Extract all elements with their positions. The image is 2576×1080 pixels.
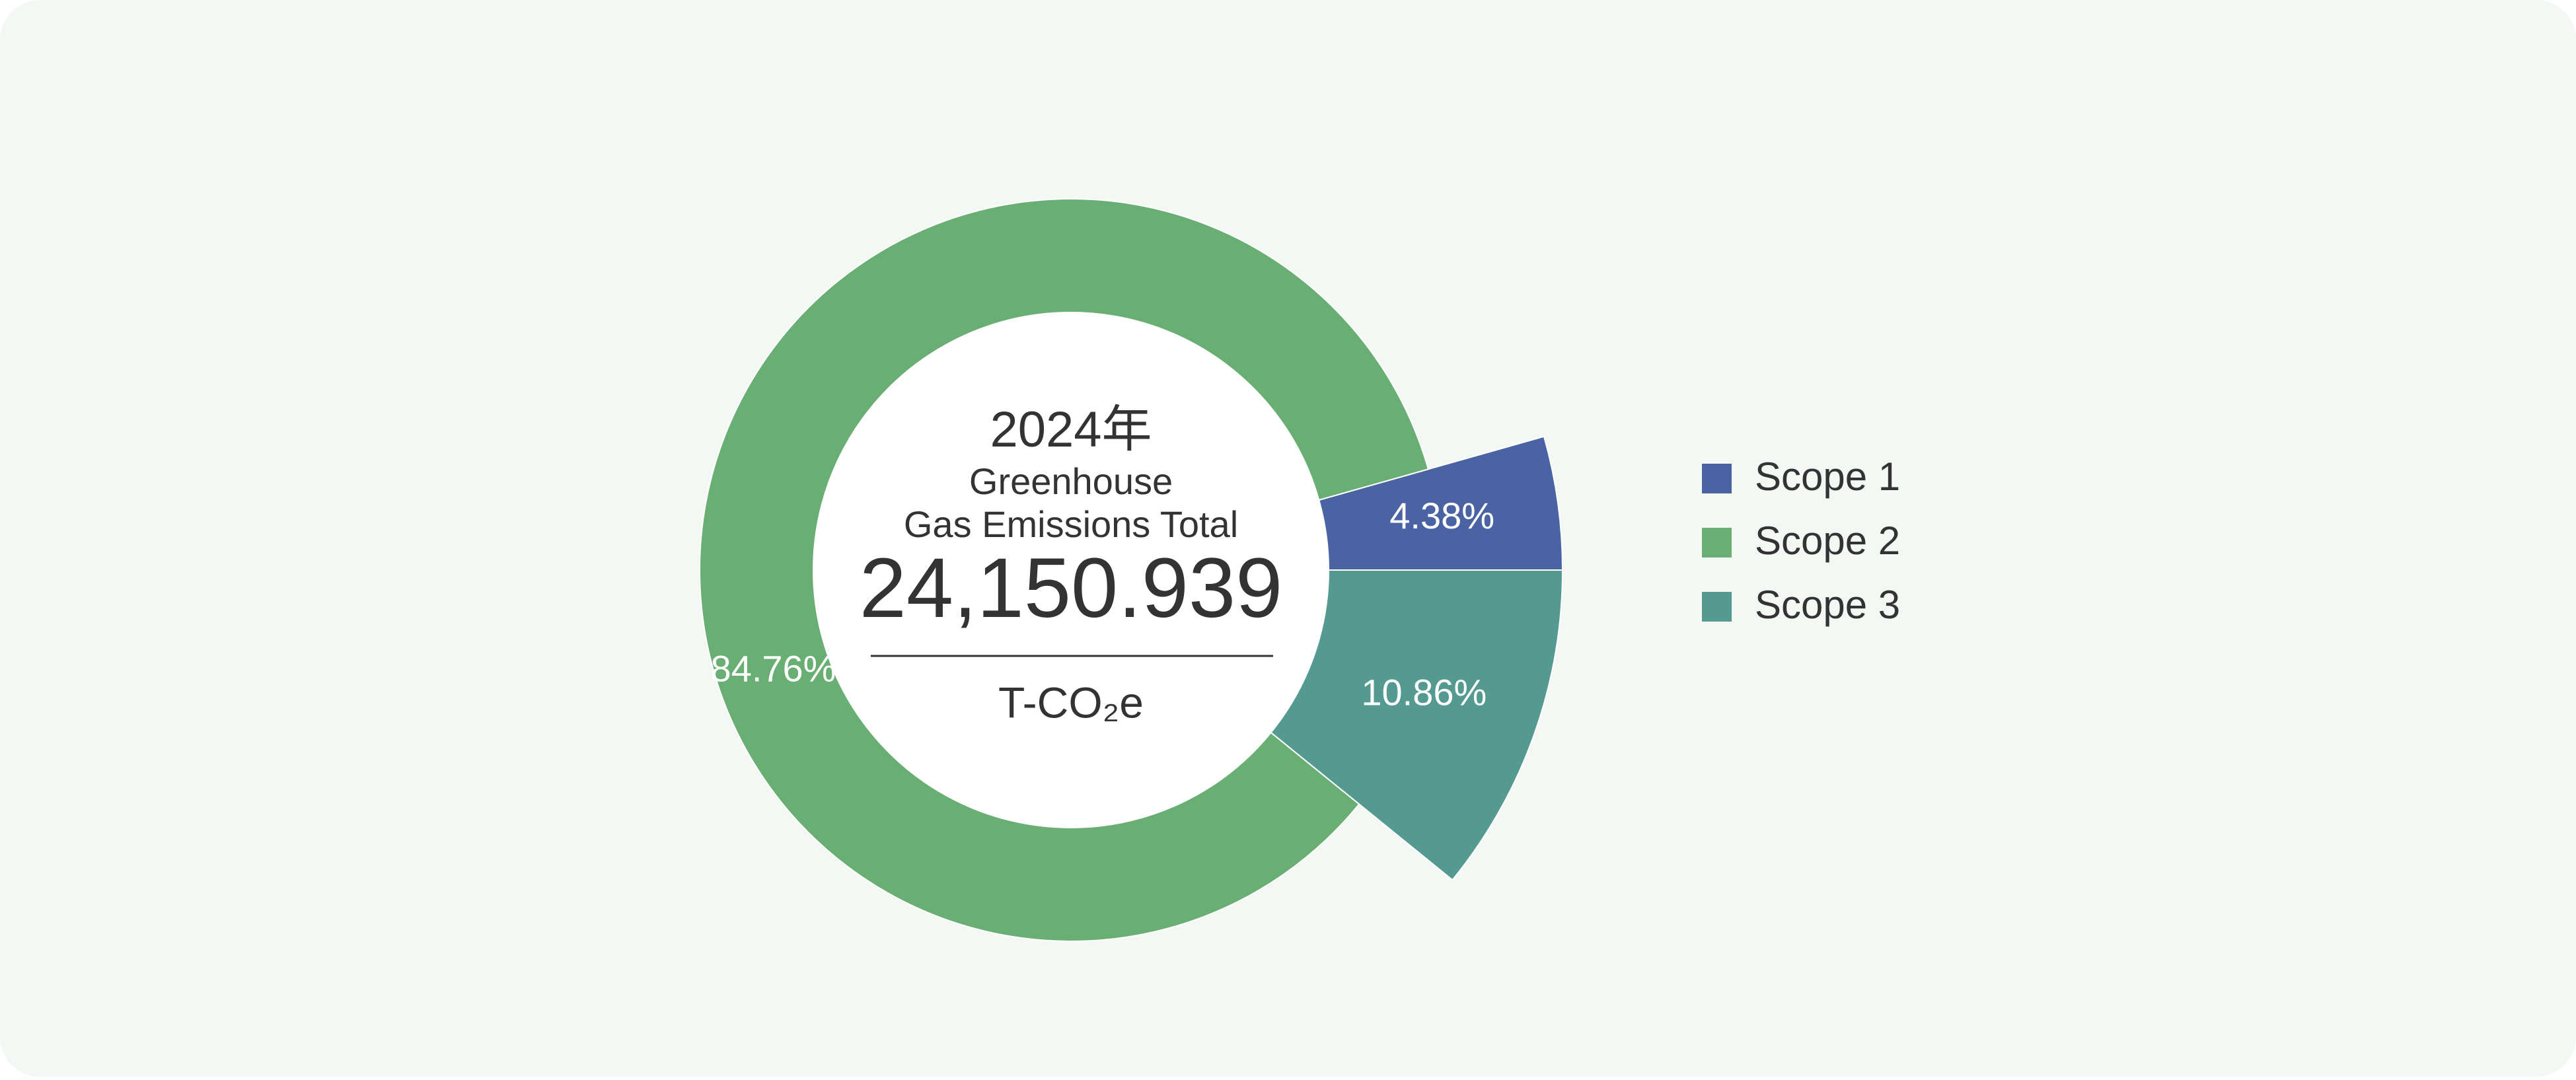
legend-swatch bbox=[1702, 528, 1732, 558]
title-line: Greenhouse bbox=[969, 460, 1173, 502]
legend: Scope 1 Scope 2 Scope 3 bbox=[1702, 454, 1900, 627]
value-labels: 4.38% 84.76% 10.86% bbox=[711, 495, 1494, 713]
unit-label: T-CO₂e bbox=[998, 678, 1144, 727]
value-label: 84.76% bbox=[711, 648, 836, 690]
donut bbox=[699, 198, 1564, 942]
total-value: 24,150.939 bbox=[860, 541, 1283, 635]
title-line: Gas Emissions Total bbox=[904, 503, 1238, 545]
value-label: 4.38% bbox=[1389, 495, 1494, 536]
legend-label: Scope 2 bbox=[1755, 519, 1900, 563]
legend-swatch bbox=[1702, 592, 1732, 622]
year-label: 2024年 bbox=[990, 402, 1152, 458]
donut-hole bbox=[813, 312, 1329, 828]
legend-swatch bbox=[1702, 464, 1732, 493]
legend-label: Scope 1 bbox=[1755, 454, 1900, 499]
value-label: 10.86% bbox=[1361, 672, 1487, 713]
legend-label: Scope 3 bbox=[1755, 583, 1900, 627]
